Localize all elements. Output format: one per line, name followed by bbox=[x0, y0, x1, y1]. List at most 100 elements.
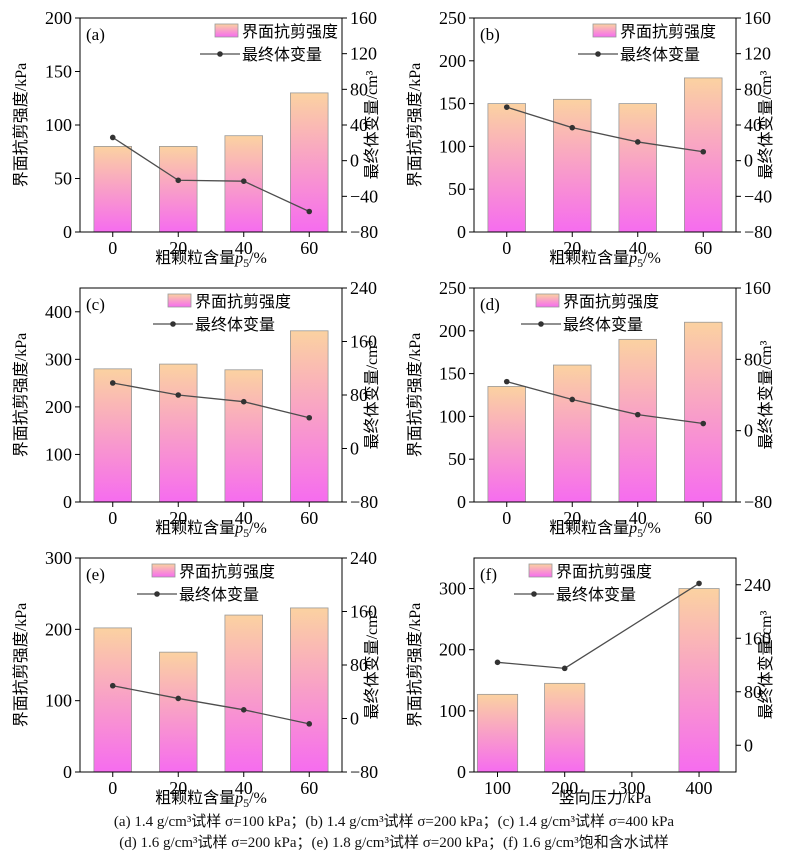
legend-line-marker bbox=[531, 591, 537, 597]
left-axis-title: 界面抗剪强度/kPa bbox=[12, 63, 30, 187]
panel-label: (b) bbox=[480, 25, 500, 44]
x-tick-label: 100 bbox=[484, 778, 511, 798]
left-tick-label: 50 bbox=[448, 449, 466, 469]
right-tick-label: −40 bbox=[350, 186, 378, 206]
left-tick-label: 0 bbox=[63, 762, 72, 782]
subplot-c: 0 100 200 300 400 −80 0 80 160 240 0 20 40 60 (c) 界面抗剪强… bbox=[0, 270, 394, 540]
bar bbox=[159, 363, 198, 503]
x-tick-label: 0 bbox=[108, 238, 117, 258]
subplot-grid: 0 50 100 150 200 −80 −40 0 40 80 120 160 0 20 40 60 (a) 界… bbox=[0, 0, 788, 810]
legend-line-marker bbox=[170, 321, 176, 327]
right-tick-label: 40 bbox=[350, 115, 368, 135]
legend-line-marker bbox=[154, 591, 160, 597]
bar bbox=[487, 103, 526, 233]
left-tick-label: 150 bbox=[439, 94, 466, 114]
legend-line-marker bbox=[595, 51, 601, 57]
left-tick-label: 300 bbox=[45, 548, 72, 568]
line-marker bbox=[109, 380, 116, 386]
left-tick-label: 100 bbox=[439, 701, 466, 721]
x-tick-label: 40 bbox=[629, 238, 647, 258]
left-tick-label: 100 bbox=[45, 115, 72, 135]
bar bbox=[684, 321, 723, 503]
left-tick-label: 150 bbox=[45, 62, 72, 82]
x-tick-label: 0 bbox=[502, 238, 511, 258]
bar bbox=[93, 368, 132, 503]
legend-bar-label: 界面抗剪强度 bbox=[242, 23, 338, 41]
line-marker bbox=[240, 178, 247, 184]
x-tick-label: 0 bbox=[108, 778, 117, 798]
legend-bar-swatch bbox=[167, 293, 192, 308]
legend-bar-swatch bbox=[214, 23, 239, 38]
line-series bbox=[112, 685, 310, 725]
bar bbox=[93, 145, 132, 233]
right-tick-label: 80 bbox=[744, 79, 762, 99]
right-tick-label: −80 bbox=[744, 222, 772, 242]
subplot-e: 0 100 200 300 −80 0 80 160 240 0 20 40 60 (e) 界面抗剪强度 最终… bbox=[0, 540, 394, 810]
line-marker bbox=[561, 665, 568, 672]
legend-line-label: 最终体变量 bbox=[195, 316, 275, 334]
right-tick-label: −80 bbox=[744, 492, 772, 512]
left-tick-label: 200 bbox=[439, 640, 466, 660]
right-tick-label: 120 bbox=[350, 44, 377, 64]
bar bbox=[544, 682, 586, 773]
left-tick-label: 250 bbox=[439, 278, 466, 298]
right-tick-label: 80 bbox=[350, 79, 368, 99]
subplot-b: 0 50 100 150 200 250 −80 −40 0 40 80 120 160 0 20 40 60 (… bbox=[394, 0, 788, 270]
line-marker bbox=[503, 104, 510, 110]
line-marker bbox=[306, 414, 313, 421]
line-marker bbox=[503, 378, 510, 385]
bar bbox=[618, 103, 657, 233]
x-tick-label: 60 bbox=[694, 238, 712, 258]
x-tick-label: 300 bbox=[618, 778, 645, 798]
x-tick-label: 20 bbox=[563, 508, 581, 528]
figure-caption-line-2: (d) 1.6 g/cm³试样 σ=200 kPa；(e) 1.8 g/cm³试… bbox=[119, 835, 669, 851]
line-marker bbox=[634, 411, 641, 418]
right-axis-title: 最终体变量/cm³ bbox=[757, 70, 775, 179]
subplot-canvas-f: 0 100 200 300 0 80 160 240 100 200 300 400 (f) 界面抗剪强度… bbox=[406, 557, 775, 807]
right-tick-label: 80 bbox=[744, 682, 762, 702]
legend-bar-swatch bbox=[535, 293, 560, 308]
right-tick-label: 240 bbox=[350, 278, 377, 298]
bar bbox=[684, 77, 723, 233]
right-tick-label: 0 bbox=[350, 439, 359, 459]
right-tick-label: 40 bbox=[744, 115, 762, 135]
legend-bar-swatch bbox=[592, 23, 617, 38]
x-axis-title: 竖向压力/kPa bbox=[559, 789, 651, 807]
x-tick-label: 40 bbox=[235, 778, 253, 798]
left-tick-label: 50 bbox=[448, 179, 466, 199]
right-tick-label: 0 bbox=[744, 151, 753, 171]
left-tick-label: 50 bbox=[54, 169, 72, 189]
x-tick-label: 20 bbox=[563, 238, 581, 258]
legend-bar-label: 界面抗剪强度 bbox=[179, 563, 275, 581]
left-tick-label: 100 bbox=[45, 444, 72, 464]
figure-caption-line-1: (a) 1.4 g/cm³试样 σ=100 kPa；(b) 1.4 g/cm³试… bbox=[113, 814, 675, 830]
legend-line-label: 最终体变量 bbox=[620, 46, 700, 64]
legend-line-label: 最终体变量 bbox=[179, 586, 259, 604]
line-marker bbox=[109, 134, 116, 141]
bar bbox=[224, 369, 263, 503]
left-tick-label: 200 bbox=[45, 397, 72, 417]
x-axis-title: 粗颗粒含量p5/% bbox=[155, 519, 267, 540]
right-tick-label: −80 bbox=[350, 762, 378, 782]
right-tick-label: 160 bbox=[744, 278, 771, 298]
subplot-canvas-a: 0 50 100 150 200 −80 −40 0 40 80 120 160 0 20 40 60 (a) 界… bbox=[12, 8, 381, 270]
right-tick-label: 0 bbox=[744, 421, 753, 441]
bar bbox=[224, 614, 263, 773]
x-tick-label: 40 bbox=[629, 508, 647, 528]
x-tick-label: 20 bbox=[169, 508, 187, 528]
right-tick-label: 80 bbox=[744, 349, 762, 369]
line-marker bbox=[700, 148, 707, 155]
legend-line-marker bbox=[538, 321, 544, 327]
line-series bbox=[506, 106, 704, 153]
line-marker bbox=[240, 707, 247, 713]
left-tick-label: 100 bbox=[439, 136, 466, 156]
right-tick-label: 0 bbox=[744, 735, 753, 755]
legend-line-marker bbox=[217, 51, 223, 57]
subplot-canvas-e: 0 100 200 300 −80 0 80 160 240 0 20 40 60 (e) 界面抗剪强度最终… bbox=[12, 548, 381, 810]
bar bbox=[476, 693, 519, 773]
left-tick-label: 100 bbox=[439, 406, 466, 426]
subplot-d: 0 50 100 150 200 250 −80 0 80 160 0 20 40 60 (d) 界面抗剪强度… bbox=[394, 270, 788, 540]
right-tick-label: 0 bbox=[350, 709, 359, 729]
legend-bar-label: 界面抗剪强度 bbox=[620, 23, 716, 41]
